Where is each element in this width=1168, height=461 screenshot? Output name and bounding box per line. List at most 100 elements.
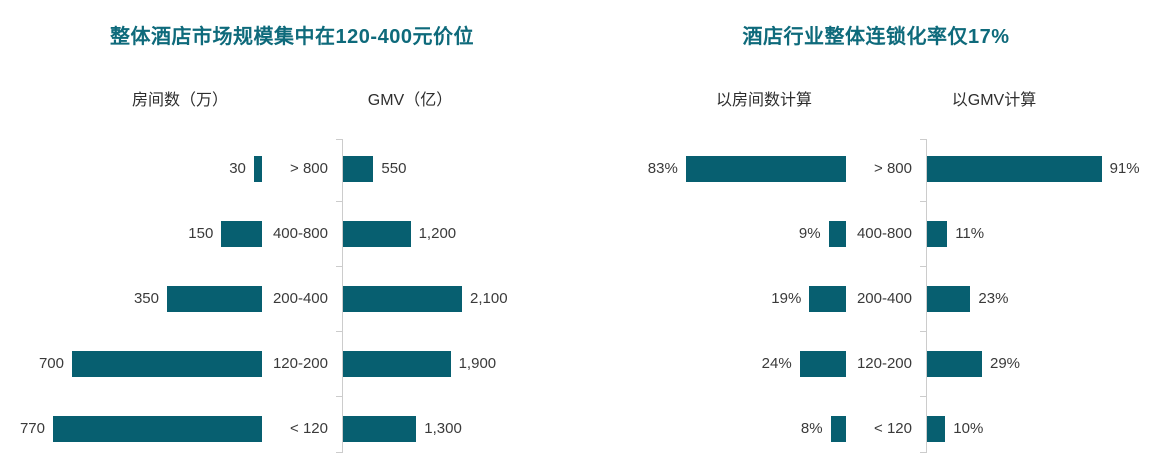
category-label: 120-200 <box>272 355 328 372</box>
bar <box>342 220 411 247</box>
category-label: 200-400 <box>272 290 328 307</box>
chart-row: 700 120-200 1,900 <box>0 331 584 396</box>
value-label: 8% <box>800 420 823 437</box>
subheader-gmv: GMV（亿） <box>367 92 453 109</box>
category-label: 120-200 <box>856 355 912 372</box>
chart-rows-chain-rate: 83% > 800 91% 9% 400-800 11% 19% 200-400 23% 24% 1… <box>584 136 1168 461</box>
bar <box>342 285 462 312</box>
axis-tick <box>336 139 342 140</box>
category-label: < 120 <box>290 420 328 437</box>
bar <box>926 285 971 312</box>
left-bar-cell: 9% <box>584 220 846 247</box>
left-bar-cell: 19% <box>584 285 846 312</box>
bar <box>926 415 946 442</box>
axis-tick <box>336 331 342 332</box>
chart-row: 350 200-400 2,100 <box>0 266 584 331</box>
panel-title: 酒店行业整体连锁化率仅17% <box>742 26 1010 48</box>
chart-rows-market-size: 30 > 800 550 150 400-800 1,200 350 200-400 2,100… <box>0 136 584 461</box>
subheader-room-count: 房间数（万） <box>131 92 228 109</box>
axis-tick <box>920 266 926 267</box>
category-label: 200-400 <box>856 290 912 307</box>
value-label: 150 <box>188 225 214 242</box>
bar <box>926 350 982 377</box>
value-label: 29% <box>990 355 1021 372</box>
right-bar-cell: 550 <box>342 155 584 182</box>
axis-tick <box>336 396 342 397</box>
right-bar-cell: 91% <box>926 155 1168 182</box>
bar <box>167 285 262 312</box>
right-bar-cell: 11% <box>926 220 1168 247</box>
category-label: 400-800 <box>856 225 912 242</box>
value-label: 350 <box>133 290 159 307</box>
bar <box>72 350 262 377</box>
value-label: 30 <box>229 160 246 177</box>
chart-row: 83% > 800 91% <box>584 136 1168 201</box>
left-bar-cell: 350 <box>0 285 262 312</box>
axis-tick <box>920 139 926 140</box>
value-label: 1,900 <box>458 355 497 372</box>
right-bar-cell: 23% <box>926 285 1168 312</box>
value-label: 11% <box>955 225 985 242</box>
bar <box>253 155 262 182</box>
chart-row: 8% < 120 10% <box>584 396 1168 461</box>
bar <box>799 350 846 377</box>
category-label: 400-800 <box>272 225 328 242</box>
value-label: 1,200 <box>418 225 457 242</box>
value-label: 9% <box>798 225 821 242</box>
bar <box>53 415 262 442</box>
right-bar-cell: 29% <box>926 350 1168 377</box>
chart-row: 9% 400-800 11% <box>584 201 1168 266</box>
right-bar-cell: 1,900 <box>342 350 584 377</box>
value-label: 91% <box>1109 160 1140 177</box>
bar <box>342 415 417 442</box>
value-label: 1,300 <box>424 420 462 437</box>
left-bar-cell: 150 <box>0 220 262 247</box>
subheader-by-gmv: 以GMV计算 <box>951 92 1037 109</box>
value-label: 700 <box>38 355 64 372</box>
gmv-axis-line <box>926 139 927 453</box>
category-label: > 800 <box>874 160 912 177</box>
bar <box>685 155 846 182</box>
axis-tick <box>920 331 926 332</box>
value-label: 10% <box>953 420 984 437</box>
left-bar-cell: 8% <box>584 415 846 442</box>
left-bar-cell: 24% <box>584 350 846 377</box>
left-bar-cell: 30 <box>0 155 262 182</box>
category-label: < 120 <box>874 420 912 437</box>
axis-tick <box>336 201 342 202</box>
axis-tick <box>920 452 926 453</box>
value-label: 550 <box>381 160 407 177</box>
value-label: 23% <box>978 290 1009 307</box>
left-bar-cell: 700 <box>0 350 262 377</box>
bar <box>926 220 948 247</box>
right-bar-cell: 1,300 <box>342 415 584 442</box>
bar <box>809 285 846 312</box>
bar <box>221 220 262 247</box>
value-label: 2,100 <box>470 290 508 307</box>
bar <box>828 220 846 247</box>
value-label: 770 <box>19 420 45 437</box>
axis-tick <box>920 396 926 397</box>
left-bar-cell: 770 <box>0 415 262 442</box>
axis-tick <box>920 201 926 202</box>
chart-row: 150 400-800 1,200 <box>0 201 584 266</box>
axis-tick <box>336 266 342 267</box>
left-bar-cell: 83% <box>584 155 846 182</box>
value-label: 24% <box>761 355 792 372</box>
bar <box>830 415 846 442</box>
subheader-by-room-count: 以房间数计算 <box>715 92 812 109</box>
chart-row: 770 < 120 1,300 <box>0 396 584 461</box>
right-bar-cell: 10% <box>926 415 1168 442</box>
bar <box>342 350 451 377</box>
value-label: 19% <box>771 290 802 307</box>
panel-chain-rate: 酒店行业整体连锁化率仅17% 以房间数计算 以GMV计算 83% > 800 91%… <box>584 0 1168 460</box>
chart-row: 24% 120-200 29% <box>584 331 1168 396</box>
chart-row: 30 > 800 550 <box>0 136 584 201</box>
right-bar-cell: 2,100 <box>342 285 584 312</box>
gmv-axis-line <box>342 139 343 453</box>
value-label: 83% <box>647 160 678 177</box>
axis-tick <box>336 452 342 453</box>
panel-hotel-market-size: 整体酒店市场规模集中在120-400元价位 房间数（万） GMV（亿） 30 > … <box>0 0 584 460</box>
bar <box>342 155 374 182</box>
category-label: > 800 <box>290 160 328 177</box>
